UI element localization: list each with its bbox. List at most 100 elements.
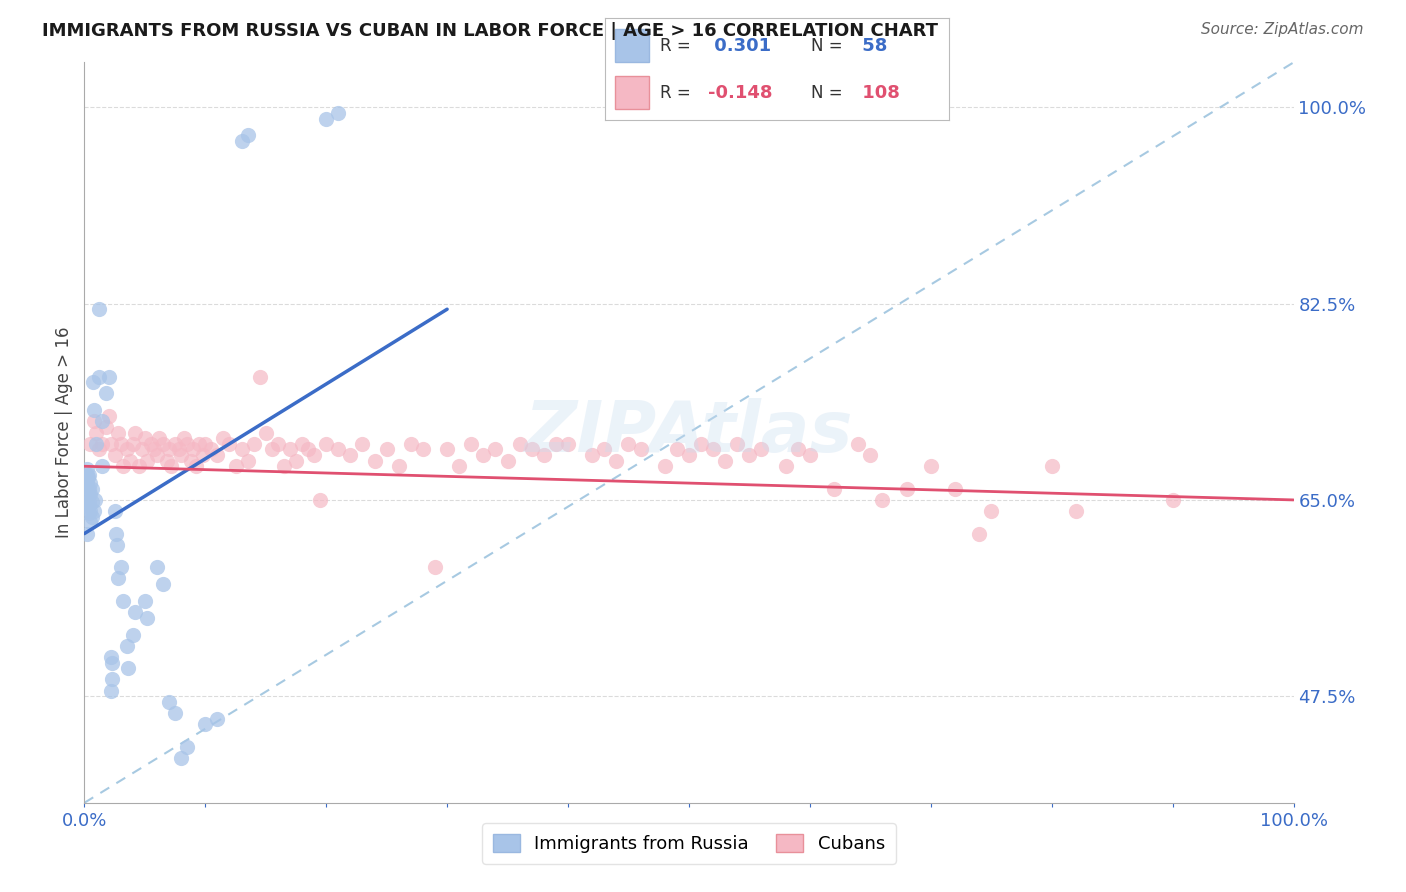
Point bbox=[76, 461, 98, 475]
Point bbox=[94, 420, 117, 434]
Point bbox=[200, 442, 222, 457]
Point bbox=[94, 386, 117, 401]
Point bbox=[131, 442, 153, 457]
Point bbox=[128, 459, 150, 474]
Point bbox=[86, 437, 108, 451]
Point bbox=[194, 437, 217, 451]
Point bbox=[176, 739, 198, 754]
Point bbox=[77, 499, 100, 513]
Point bbox=[79, 487, 101, 501]
Point bbox=[100, 650, 122, 665]
Point bbox=[544, 437, 567, 451]
Point bbox=[194, 717, 217, 731]
Point bbox=[775, 459, 797, 474]
Point bbox=[157, 695, 180, 709]
Point bbox=[155, 453, 177, 467]
Point bbox=[302, 448, 325, 462]
Point bbox=[242, 437, 264, 451]
Point bbox=[110, 560, 132, 574]
Point bbox=[165, 706, 187, 720]
Point bbox=[167, 442, 190, 457]
FancyBboxPatch shape bbox=[614, 77, 650, 109]
Point bbox=[423, 560, 446, 574]
Point bbox=[328, 442, 350, 457]
Point bbox=[152, 577, 174, 591]
Point bbox=[533, 448, 555, 462]
Point bbox=[472, 448, 495, 462]
Point bbox=[278, 442, 301, 457]
Point bbox=[107, 571, 129, 585]
Point bbox=[260, 442, 283, 457]
Point bbox=[399, 437, 422, 451]
Point bbox=[77, 470, 100, 484]
Text: -0.148: -0.148 bbox=[709, 84, 772, 102]
Point bbox=[170, 448, 193, 462]
Text: 0.301: 0.301 bbox=[709, 37, 770, 54]
Point bbox=[115, 442, 138, 457]
Point bbox=[134, 594, 156, 608]
Point bbox=[76, 476, 98, 491]
Point bbox=[509, 437, 531, 451]
Point bbox=[284, 453, 308, 467]
Point bbox=[496, 453, 519, 467]
Point bbox=[249, 369, 271, 384]
Point bbox=[77, 495, 100, 509]
Text: 58: 58 bbox=[856, 37, 887, 54]
Point bbox=[160, 459, 183, 474]
Text: Source: ZipAtlas.com: Source: ZipAtlas.com bbox=[1201, 22, 1364, 37]
Point bbox=[207, 712, 229, 726]
Point bbox=[80, 495, 103, 509]
Point bbox=[83, 504, 105, 518]
Point bbox=[170, 751, 193, 765]
Point bbox=[225, 459, 247, 474]
Text: R =: R = bbox=[659, 37, 696, 54]
Point bbox=[363, 453, 385, 467]
Text: N =: N = bbox=[811, 84, 848, 102]
Point bbox=[605, 453, 627, 467]
Y-axis label: In Labor Force | Age > 16: In Labor Force | Age > 16 bbox=[55, 326, 73, 539]
Point bbox=[180, 453, 202, 467]
Point bbox=[1064, 504, 1087, 518]
Point bbox=[139, 437, 162, 451]
Point bbox=[87, 369, 110, 384]
Point bbox=[449, 459, 471, 474]
Point bbox=[146, 560, 169, 574]
Point bbox=[124, 605, 146, 619]
Point bbox=[328, 106, 350, 120]
Point bbox=[484, 442, 506, 457]
Point bbox=[91, 414, 114, 428]
Point bbox=[678, 448, 700, 462]
Point bbox=[87, 442, 110, 457]
Point bbox=[146, 448, 169, 462]
Point bbox=[100, 683, 122, 698]
Point bbox=[84, 492, 107, 507]
Point bbox=[101, 673, 124, 687]
Point bbox=[97, 409, 120, 423]
Point bbox=[291, 437, 314, 451]
Point bbox=[77, 487, 100, 501]
Point bbox=[134, 431, 156, 445]
Point bbox=[82, 375, 104, 389]
Point bbox=[980, 504, 1002, 518]
Point bbox=[112, 594, 135, 608]
Point bbox=[188, 437, 211, 451]
Point bbox=[267, 437, 290, 451]
Point bbox=[665, 442, 688, 457]
Point bbox=[112, 459, 135, 474]
Point bbox=[714, 453, 737, 467]
FancyBboxPatch shape bbox=[614, 29, 650, 62]
Point bbox=[79, 476, 101, 491]
Point bbox=[124, 425, 146, 440]
Point bbox=[165, 437, 187, 451]
Point bbox=[76, 468, 98, 483]
Point bbox=[412, 442, 434, 457]
Point bbox=[872, 492, 894, 507]
Point bbox=[87, 302, 110, 317]
Point bbox=[86, 425, 108, 440]
Point bbox=[654, 459, 676, 474]
Point bbox=[100, 437, 122, 451]
Point bbox=[690, 437, 713, 451]
Point bbox=[120, 453, 142, 467]
Point bbox=[105, 538, 128, 552]
Point bbox=[943, 482, 966, 496]
